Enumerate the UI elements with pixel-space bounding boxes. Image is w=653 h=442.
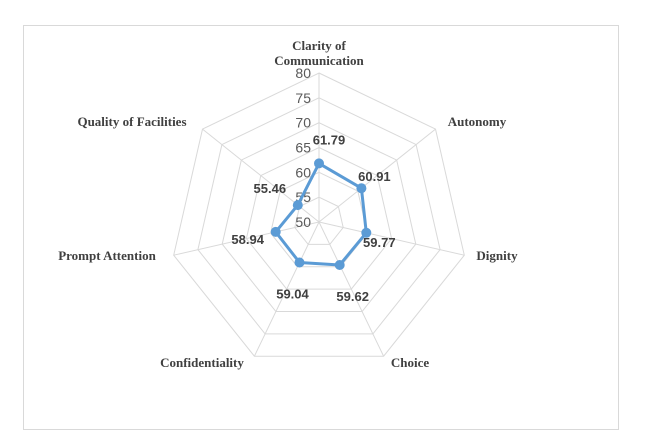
category-label-5: Prompt Attention	[58, 248, 156, 263]
tick-label-70: 70	[295, 115, 311, 131]
chart-area	[23, 25, 619, 430]
category-label-2: Dignity	[476, 248, 518, 263]
data-point-6	[292, 200, 303, 211]
data-label-2: 59.77	[363, 235, 396, 250]
data-label-1: 60.91	[358, 169, 391, 184]
tick-label-75: 75	[295, 90, 311, 106]
data-label-5: 58.94	[231, 232, 264, 247]
category-label-1: Autonomy	[448, 114, 507, 129]
category-label-3: Choice	[391, 355, 430, 370]
category-label-4: Confidentiality	[160, 355, 244, 370]
grid-ring-65	[245, 146, 393, 290]
data-label-6: 55.46	[254, 181, 287, 196]
spoke-3	[318, 221, 385, 357]
grid-ring-80	[173, 72, 465, 357]
tick-label-50: 50	[295, 214, 311, 230]
category-label-0: Clarity of Communication	[274, 38, 364, 68]
category-label-6: Quality of Facilities	[77, 114, 186, 129]
grid-ring-55	[294, 196, 344, 245]
tick-label-60: 60	[295, 164, 311, 180]
data-label-0: 61.79	[313, 132, 346, 147]
data-point-4	[294, 257, 305, 268]
data-point-0	[314, 158, 324, 169]
data-label-4: 59.04	[276, 287, 309, 302]
data-label-3: 59.62	[336, 289, 369, 304]
data-point-1	[356, 183, 367, 194]
spoke-4	[253, 221, 320, 357]
data-point-2	[361, 227, 372, 238]
tick-label-65: 65	[295, 140, 311, 156]
grid-ring-60	[270, 171, 368, 268]
data-point-5	[270, 226, 281, 237]
series-line-0	[274, 161, 368, 267]
spoke-2	[318, 221, 465, 256]
spoke-5	[173, 221, 320, 256]
spoke-1	[318, 128, 436, 223]
grid-ring-75	[197, 97, 441, 335]
grid-ring-70	[221, 122, 417, 312]
tick-label-80: 80	[295, 65, 311, 81]
data-point-3	[334, 260, 345, 270]
